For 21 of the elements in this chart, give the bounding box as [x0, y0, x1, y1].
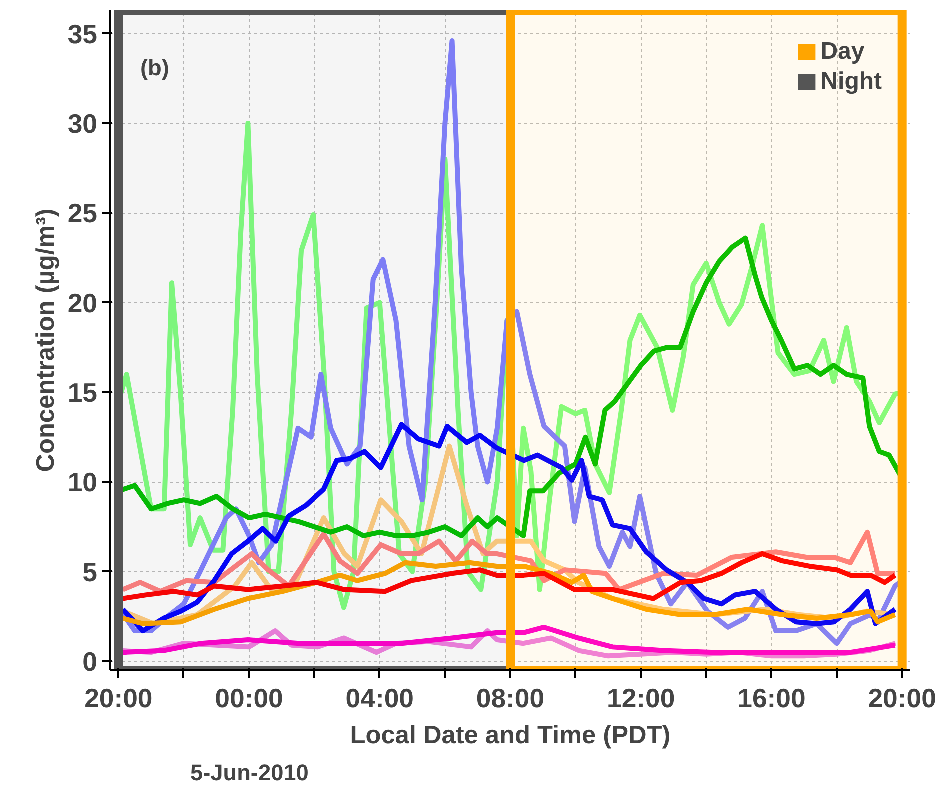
band-label: Day — [820, 38, 865, 66]
x-tick-label: 12:00 — [607, 684, 676, 714]
text: 5-Jun-2010 — [190, 760, 309, 786]
y-axis-title: Concentration (µg/m³) — [32, 208, 60, 472]
y-tick-label: 25 — [68, 198, 98, 229]
x-axis-title: Local Date and Time (PDT) — [350, 722, 671, 750]
y-tick-label: 35 — [68, 19, 98, 50]
y-tick-label: 10 — [68, 468, 98, 498]
band-label: Night — [820, 68, 882, 96]
x-tick-label: 16:00 — [738, 684, 806, 714]
x-tick-label: 08:00 — [476, 684, 545, 714]
annotation: (b) — [140, 54, 170, 80]
y-tick-label: 5 — [82, 557, 98, 588]
y-tick-label: 15 — [68, 378, 98, 408]
y-tick-label: 20 — [68, 288, 98, 318]
y-tick-label: 0 — [82, 647, 98, 678]
x-tick-label: 20:00 — [868, 684, 936, 714]
x-tick-label: 00:00 — [215, 684, 284, 714]
x-tick-label: 20:00 — [84, 684, 153, 714]
y-tick-label: 30 — [68, 108, 98, 139]
x-tick-label: 04:00 — [346, 684, 414, 714]
